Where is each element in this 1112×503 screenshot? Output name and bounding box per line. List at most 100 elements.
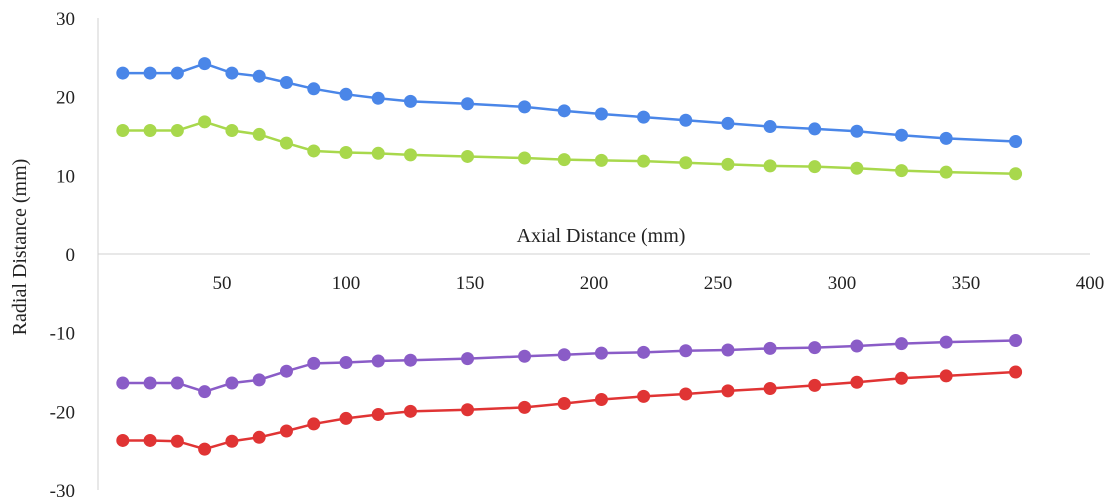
data-point [461, 403, 475, 417]
data-point [252, 430, 266, 444]
data-point [594, 346, 608, 360]
data-point [143, 66, 157, 80]
data-point [939, 335, 953, 349]
data-point [895, 371, 909, 385]
data-point [939, 165, 953, 179]
data-point [198, 115, 212, 129]
data-point [679, 344, 693, 358]
data-point [198, 385, 212, 399]
data-point [307, 356, 321, 370]
data-point [307, 417, 321, 431]
data-point [808, 378, 822, 392]
x-tick-labels: 50 100 150 200 250 300 350 400 [213, 273, 1105, 294]
data-point [403, 94, 417, 108]
series-3 [116, 334, 1023, 399]
data-point [939, 369, 953, 383]
data-point [143, 376, 157, 390]
y-tick-label: -30 [50, 481, 75, 502]
series-2 [116, 115, 1023, 181]
data-point [461, 149, 475, 163]
data-point [679, 156, 693, 170]
data-point [116, 66, 130, 80]
data-point [637, 345, 651, 359]
data-point [1009, 365, 1023, 379]
data-point [808, 341, 822, 355]
data-point [279, 76, 293, 90]
data-point [371, 407, 385, 421]
y-tick-label: 20 [56, 88, 75, 109]
x-tick-label: 50 [213, 273, 232, 294]
y-tick-label: -10 [50, 324, 75, 345]
data-point [371, 354, 385, 368]
data-point [1009, 167, 1023, 181]
data-point [403, 148, 417, 162]
data-point [557, 153, 571, 167]
data-point [679, 113, 693, 127]
series-4 [116, 365, 1023, 456]
data-point [939, 131, 953, 145]
data-point [895, 164, 909, 178]
x-tick-label: 250 [704, 273, 733, 294]
data-point [339, 87, 353, 101]
data-point [721, 157, 735, 171]
data-point [557, 104, 571, 118]
data-point [1009, 135, 1023, 149]
data-point [170, 123, 184, 137]
data-point [721, 343, 735, 357]
data-point [371, 91, 385, 105]
data-point [763, 159, 777, 173]
x-tick-label: 300 [828, 273, 857, 294]
data-point [170, 66, 184, 80]
data-point [339, 411, 353, 425]
y-tick-labels: 30 20 10 0 -10 -20 -30 [50, 9, 75, 502]
data-point [143, 433, 157, 447]
data-point [198, 57, 212, 71]
data-point [594, 107, 608, 121]
x-tick-label: 400 [1076, 273, 1105, 294]
data-point [518, 349, 532, 363]
data-point [763, 382, 777, 396]
data-point [279, 364, 293, 378]
data-point [307, 144, 321, 158]
data-point [594, 393, 608, 407]
data-point [252, 127, 266, 141]
data-point [225, 123, 239, 137]
data-point [518, 151, 532, 165]
data-point [339, 146, 353, 160]
data-point [721, 384, 735, 398]
data-point [170, 434, 184, 448]
data-point [225, 434, 239, 448]
data-point [403, 404, 417, 418]
data-point [557, 396, 571, 410]
data-point [252, 373, 266, 387]
data-point [1009, 334, 1023, 348]
data-point [637, 154, 651, 168]
data-point [225, 66, 239, 80]
y-tick-label: 10 [56, 166, 75, 187]
y-tick-label: 0 [66, 245, 76, 266]
data-point [850, 161, 864, 175]
data-point [763, 341, 777, 355]
data-point [279, 424, 293, 438]
x-tick-label: 200 [580, 273, 609, 294]
data-point [808, 122, 822, 136]
data-point [594, 153, 608, 167]
data-point [252, 69, 266, 83]
data-point [850, 375, 864, 389]
data-point [225, 376, 239, 390]
data-point [143, 123, 157, 137]
y-tick-label: 30 [56, 9, 75, 30]
data-point [307, 82, 321, 96]
data-point [808, 160, 822, 174]
data-point [895, 337, 909, 351]
data-point [850, 124, 864, 138]
x-tick-label: 100 [332, 273, 361, 294]
data-point [461, 97, 475, 111]
series-1 [116, 57, 1023, 149]
y-tick-label: -20 [50, 402, 75, 423]
data-point [637, 110, 651, 124]
series-layer [116, 57, 1023, 456]
data-point [371, 146, 385, 160]
data-point [895, 128, 909, 142]
data-point [198, 442, 212, 456]
